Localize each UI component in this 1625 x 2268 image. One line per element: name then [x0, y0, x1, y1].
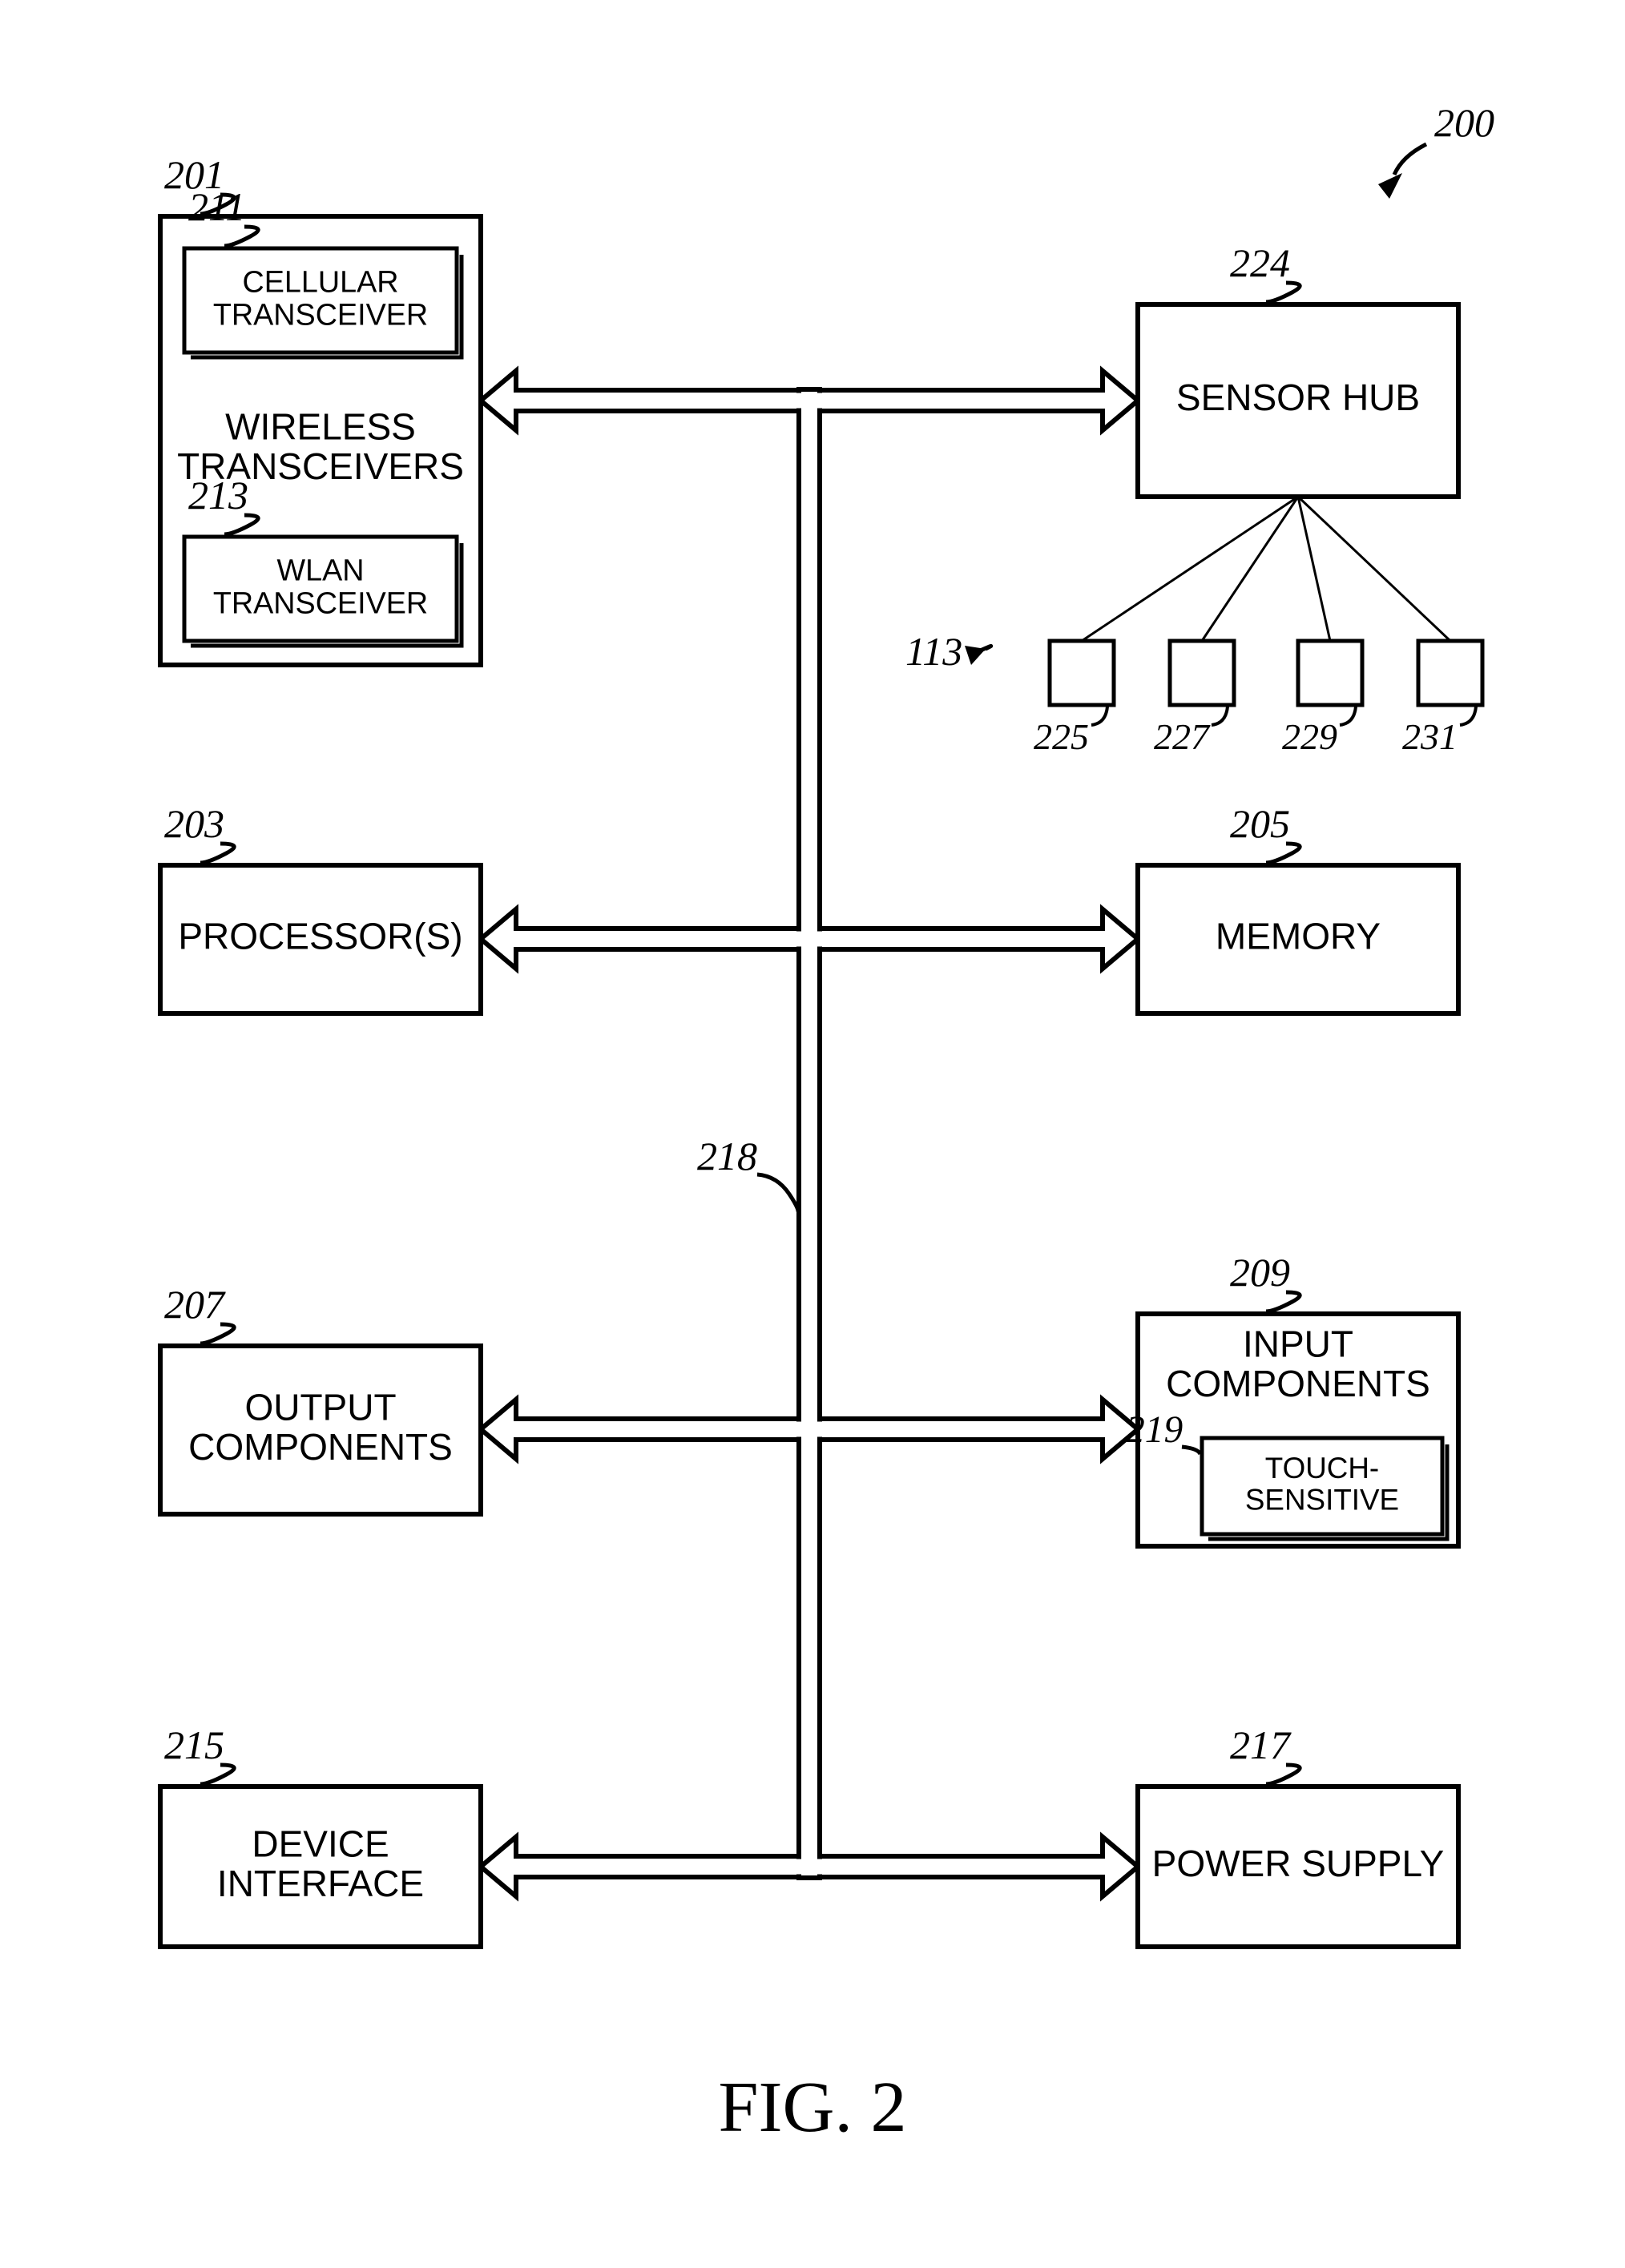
svg-text:TRANSCEIVER: TRANSCEIVER	[213, 297, 428, 331]
svg-text:TOUCH-: TOUCH-	[1265, 1452, 1379, 1484]
svg-text:WLAN: WLAN	[277, 554, 365, 587]
svg-text:218: 218	[697, 1134, 757, 1178]
svg-text:FIG. 2: FIG. 2	[718, 2068, 906, 2147]
svg-text:CELLULAR: CELLULAR	[243, 265, 399, 299]
svg-text:227: 227	[1154, 716, 1211, 757]
svg-text:207: 207	[164, 1282, 226, 1327]
svg-text:TRANSCEIVERS: TRANSCEIVERS	[177, 445, 464, 487]
svg-text:INTERFACE: INTERFACE	[217, 1863, 424, 1904]
svg-text:231: 231	[1402, 716, 1458, 757]
svg-text:225: 225	[1034, 716, 1089, 757]
svg-text:203: 203	[164, 801, 224, 846]
svg-text:PROCESSOR(S): PROCESSOR(S)	[178, 916, 462, 957]
svg-text:SENSITIVE: SENSITIVE	[1245, 1484, 1399, 1517]
svg-text:MEMORY: MEMORY	[1216, 916, 1381, 957]
svg-text:224: 224	[1230, 240, 1290, 285]
svg-text:TRANSCEIVER: TRANSCEIVER	[213, 586, 428, 619]
svg-text:POWER SUPPLY: POWER SUPPLY	[1152, 1843, 1445, 1884]
svg-text:229: 229	[1282, 716, 1337, 757]
svg-text:INPUT: INPUT	[1243, 1323, 1353, 1364]
svg-text:COMPONENTS: COMPONENTS	[1166, 1363, 1430, 1404]
svg-text:217: 217	[1230, 1722, 1292, 1767]
svg-text:211: 211	[188, 184, 245, 229]
svg-text:219: 219	[1126, 1409, 1183, 1451]
svg-text:OUTPUT: OUTPUT	[244, 1386, 396, 1428]
svg-text:WIRELESS: WIRELESS	[225, 406, 416, 448]
svg-text:DEVICE: DEVICE	[252, 1823, 389, 1864]
svg-text:COMPONENTS: COMPONENTS	[188, 1426, 453, 1468]
svg-text:200: 200	[1434, 100, 1494, 145]
svg-text:SENSOR HUB: SENSOR HUB	[1176, 377, 1420, 418]
svg-text:209: 209	[1230, 1250, 1290, 1295]
svg-text:215: 215	[164, 1722, 224, 1767]
svg-text:113: 113	[905, 629, 962, 674]
svg-text:205: 205	[1230, 801, 1290, 846]
